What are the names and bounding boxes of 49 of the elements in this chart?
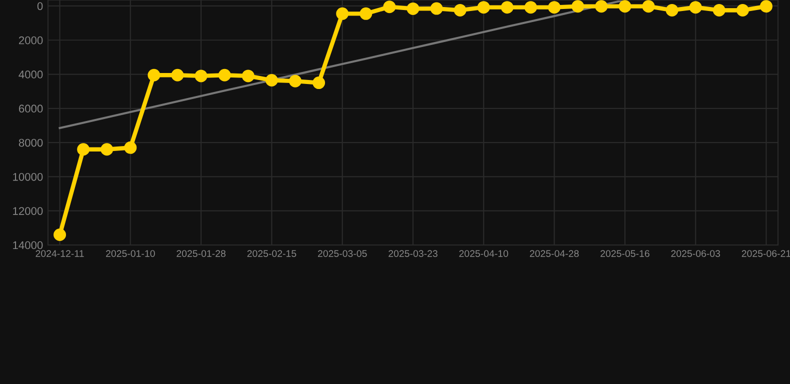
point (77, 143, 90, 156)
x-tick-label: 2024-12-11 (36, 250, 84, 257)
point (454, 4, 466, 16)
x-tick-label: 2025-03-23 (388, 250, 438, 257)
x-tick-label: 2025-03-05 (318, 250, 367, 257)
y-tick-label: 12000 (13, 207, 43, 215)
point (595, 0, 608, 13)
y-tick-label: 2000 (18, 36, 43, 44)
x-tick-label: 2025-04-10 (459, 250, 508, 257)
point (194, 70, 208, 82)
point (642, 0, 655, 13)
point (218, 68, 231, 82)
point (124, 141, 137, 154)
y-tick-label: 6000 (18, 104, 43, 113)
point (477, 1, 490, 14)
point (360, 7, 372, 20)
point (406, 2, 420, 15)
point (265, 74, 278, 86)
x-tick-label: 2025-02-15 (247, 250, 296, 257)
point (171, 68, 184, 82)
point (712, 4, 726, 16)
point (548, 1, 561, 14)
point (524, 1, 537, 14)
x-tick-label: 2025-01-10 (106, 250, 155, 257)
point (760, 0, 772, 13)
y-tick-label: 10000 (13, 172, 43, 181)
point (500, 1, 514, 14)
point (666, 4, 678, 16)
x-tick-label: 2025-06-03 (671, 250, 720, 257)
y-tick-label: 0 (37, 2, 43, 10)
point (618, 0, 632, 13)
y-tick-label: 14000 (13, 241, 43, 250)
x-tick-label: 2025-04-28 (530, 250, 579, 257)
point (54, 228, 66, 242)
point (336, 7, 349, 20)
point (242, 70, 254, 82)
point (383, 0, 396, 14)
point (430, 2, 443, 15)
point (312, 76, 326, 90)
point (148, 68, 160, 82)
point (572, 0, 584, 13)
x-tick-label: 2025-01-28 (176, 250, 226, 257)
point (289, 74, 302, 88)
point (100, 143, 114, 156)
y-tick-label: 8000 (18, 138, 43, 147)
x-tick-label: 2025-05-16 (600, 250, 650, 257)
point (689, 1, 702, 14)
y-tick-label: 4000 (18, 70, 43, 78)
point (736, 4, 749, 16)
